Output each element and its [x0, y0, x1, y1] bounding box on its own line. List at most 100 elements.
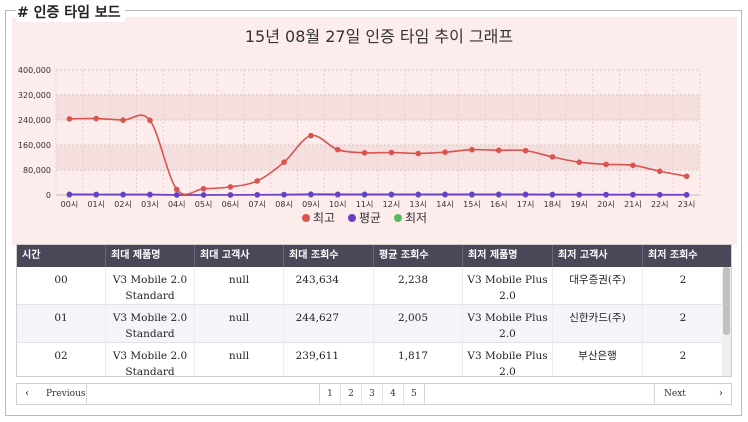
x-tick-label: 11시	[356, 200, 374, 209]
data-point[interactable]	[656, 191, 663, 198]
data-point[interactable]	[442, 191, 448, 198]
legend-label[interactable]: 최고	[313, 211, 335, 225]
column-header-max-product[interactable]: 최대 제품명	[106, 245, 195, 267]
data-point[interactable]	[388, 191, 395, 198]
previous-page-button[interactable]: ‹ Previous	[17, 384, 87, 404]
data-point[interactable]	[200, 185, 207, 192]
cell-max-product: V3 Mobile 2.0 Standard	[106, 267, 195, 304]
cell-max-count: 239,611	[284, 343, 374, 376]
x-tick-label: 06시	[222, 200, 240, 209]
data-point[interactable]	[173, 192, 180, 198]
data-point[interactable]	[66, 116, 73, 122]
data-point[interactable]	[200, 192, 207, 198]
data-point[interactable]	[308, 132, 314, 139]
data-point[interactable]	[281, 159, 287, 165]
cell-min-customer: 부산은행	[553, 343, 643, 376]
data-point[interactable]	[576, 191, 583, 198]
x-tick-label: 03시	[141, 200, 159, 209]
data-point[interactable]	[361, 191, 368, 198]
data-point[interactable]	[120, 191, 126, 198]
table-row[interactable]: 02 V3 Mobile 2.0 Standard null 239,611 1…	[17, 343, 724, 376]
data-point[interactable]	[120, 117, 126, 123]
table-row[interactable]: 00 V3 Mobile 2.0 Standard null 243,634 2…	[17, 267, 724, 305]
column-header-min-count[interactable]: 최저 조회수	[643, 245, 731, 267]
next-page-button[interactable]: Next ›	[654, 384, 731, 404]
data-point[interactable]	[227, 184, 234, 190]
cell-max-product: V3 Mobile 2.0 Standard	[106, 305, 195, 342]
data-point[interactable]	[93, 191, 100, 198]
table-scrollbar[interactable]	[722, 267, 731, 376]
cell-max-customer: null	[195, 305, 284, 342]
column-header-min-customer[interactable]: 최저 고객사	[553, 245, 643, 267]
auth-time-board-panel: 15년 08월 27일 인증 타임 추이 그래프 0 80,000 160,000 2…	[5, 10, 742, 416]
cell-max-product: V3 Mobile 2.0 Standard	[106, 343, 195, 376]
data-point[interactable]	[227, 192, 234, 198]
data-point[interactable]	[334, 146, 341, 153]
page-2-button[interactable]: 2	[341, 384, 362, 404]
page-1-button[interactable]: 1	[320, 384, 341, 404]
page-4-button[interactable]: 4	[383, 384, 404, 404]
page-5-button[interactable]: 5	[411, 389, 417, 399]
x-tick-label: 04시	[168, 200, 186, 209]
y-tick-label: 160,000	[18, 141, 51, 150]
cell-max-count: 243,634	[284, 267, 374, 304]
x-tick-label: 00시	[61, 200, 79, 209]
data-point[interactable]	[603, 191, 609, 198]
data-point[interactable]	[254, 191, 261, 198]
legend-marker[interactable]	[394, 214, 402, 222]
data-point[interactable]	[308, 191, 314, 197]
data-point[interactable]	[66, 191, 73, 198]
x-tick-label: 08시	[275, 200, 293, 209]
data-point[interactable]	[469, 146, 475, 153]
data-point[interactable]	[415, 191, 422, 198]
data-point[interactable]	[495, 191, 502, 198]
data-point[interactable]	[656, 168, 663, 175]
data-point[interactable]	[683, 191, 690, 198]
data-point[interactable]	[147, 117, 153, 124]
data-point[interactable]	[388, 149, 395, 156]
data-point[interactable]	[442, 149, 448, 155]
x-tick-label: 23시	[678, 200, 696, 209]
cell-hour: 01	[17, 305, 106, 342]
table-row[interactable]: 01 V3 Mobile 2.0 Standard null 244,627 2…	[17, 305, 724, 343]
table-body: 00 V3 Mobile 2.0 Standard null 243,634 2…	[17, 267, 724, 376]
column-header-max-customer[interactable]: 최대 고객사	[195, 245, 284, 267]
column-header-max-count[interactable]: 최대 조회수	[284, 245, 374, 267]
legend-label[interactable]: 최저	[405, 211, 427, 225]
legend-marker[interactable]	[348, 214, 356, 222]
data-point[interactable]	[495, 147, 502, 154]
data-point[interactable]	[173, 186, 180, 193]
data-point[interactable]	[630, 191, 636, 198]
data-point[interactable]	[522, 191, 529, 198]
column-header-hour[interactable]: 시간	[17, 245, 106, 267]
data-point[interactable]	[93, 115, 100, 122]
x-tick-label: 14시	[436, 200, 454, 209]
y-tick-label: 80,000	[23, 166, 51, 175]
data-point[interactable]	[522, 147, 529, 154]
page-3-button[interactable]: 3	[362, 384, 383, 404]
data-point[interactable]	[415, 150, 422, 157]
data-point[interactable]	[147, 191, 153, 198]
pagination: ‹ Previous 1 2 3 4 5 Next ›	[16, 383, 732, 405]
legend-marker[interactable]	[302, 214, 310, 222]
data-point[interactable]	[576, 159, 583, 165]
data-point[interactable]	[469, 191, 475, 198]
data-point[interactable]	[549, 154, 556, 160]
data-point[interactable]	[334, 191, 341, 198]
cell-min-customer: 신한카드(주)	[553, 305, 643, 342]
data-point[interactable]	[361, 150, 368, 156]
legend-label[interactable]: 평균	[359, 211, 381, 225]
data-point[interactable]	[603, 161, 609, 168]
data-point[interactable]	[630, 162, 636, 169]
scrollbar-thumb[interactable]	[723, 267, 730, 335]
data-point[interactable]	[254, 178, 261, 184]
column-header-min-product[interactable]: 최저 제품명	[463, 245, 553, 267]
cell-max-customer: null	[195, 267, 284, 304]
column-header-avg-count[interactable]: 평균 조회수	[374, 245, 463, 267]
data-point[interactable]	[281, 191, 287, 198]
cell-min-count: 2	[643, 305, 724, 342]
table-header: 시간 최대 제품명 최대 고객사 최대 조회수 평균 조회수 최저 제품명 최저…	[17, 245, 731, 267]
data-point[interactable]	[549, 191, 556, 198]
data-point[interactable]	[683, 173, 690, 180]
x-tick-label: 17시	[517, 200, 535, 209]
